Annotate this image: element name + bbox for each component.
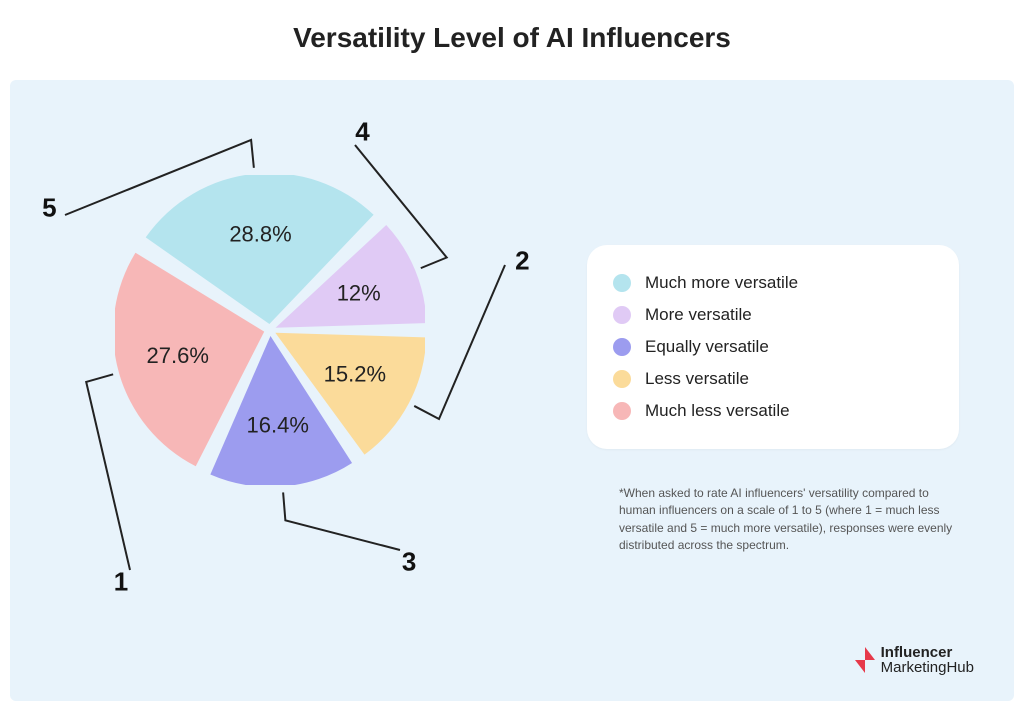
pie-label-5: 28.8% <box>229 222 291 247</box>
legend-row-3: Equally versatile <box>613 331 933 363</box>
footnote: *When asked to rate AI influencers' vers… <box>619 485 959 555</box>
legend-row-2: Less versatile <box>613 363 933 395</box>
callout-3: 3 <box>402 547 416 578</box>
legend-swatch-1 <box>613 402 631 420</box>
brand-mark-icon <box>855 647 875 673</box>
legend-label-4: More versatile <box>645 305 752 325</box>
legend-label-2: Less versatile <box>645 369 749 389</box>
legend-swatch-4 <box>613 306 631 324</box>
callout-2: 2 <box>515 246 529 277</box>
pie-label-2: 15.2% <box>324 362 386 387</box>
pie-label-1: 27.6% <box>147 343 209 368</box>
pie-label-3: 16.4% <box>247 413 309 438</box>
callout-1: 1 <box>114 567 128 598</box>
brand-logo: Influencer MarketingHub <box>855 645 974 677</box>
legend-row-4: More versatile <box>613 299 933 331</box>
legend-swatch-2 <box>613 370 631 388</box>
callout-5: 5 <box>42 193 56 224</box>
legend-row-5: Much more versatile <box>613 267 933 299</box>
legend-label-3: Equally versatile <box>645 337 769 357</box>
callout-4: 4 <box>355 117 369 148</box>
legend: Much more versatile More versatile Equally… <box>587 245 959 449</box>
pie-chart: 28.8% 12% 15.2% 16.4% 27.6% <box>115 175 425 485</box>
legend-row-1: Much less versatile <box>613 395 933 427</box>
legend-swatch-3 <box>613 338 631 356</box>
chart-panel: 28.8% 12% 15.2% 16.4% 27.6% Much more versat… <box>10 80 1014 701</box>
legend-swatch-5 <box>613 274 631 292</box>
legend-label-5: Much more versatile <box>645 273 798 293</box>
brand-line1: Influencer <box>881 645 974 661</box>
chart-title: Versatility Level of AI Influencers <box>0 0 1024 72</box>
pie-label-4: 12% <box>337 281 381 306</box>
brand-text: Influencer MarketingHub <box>881 645 974 677</box>
legend-label-1: Much less versatile <box>645 401 790 421</box>
page: Versatility Level of AI Influencers 28.8… <box>0 0 1024 711</box>
brand-line2: MarketingHub <box>881 660 974 676</box>
